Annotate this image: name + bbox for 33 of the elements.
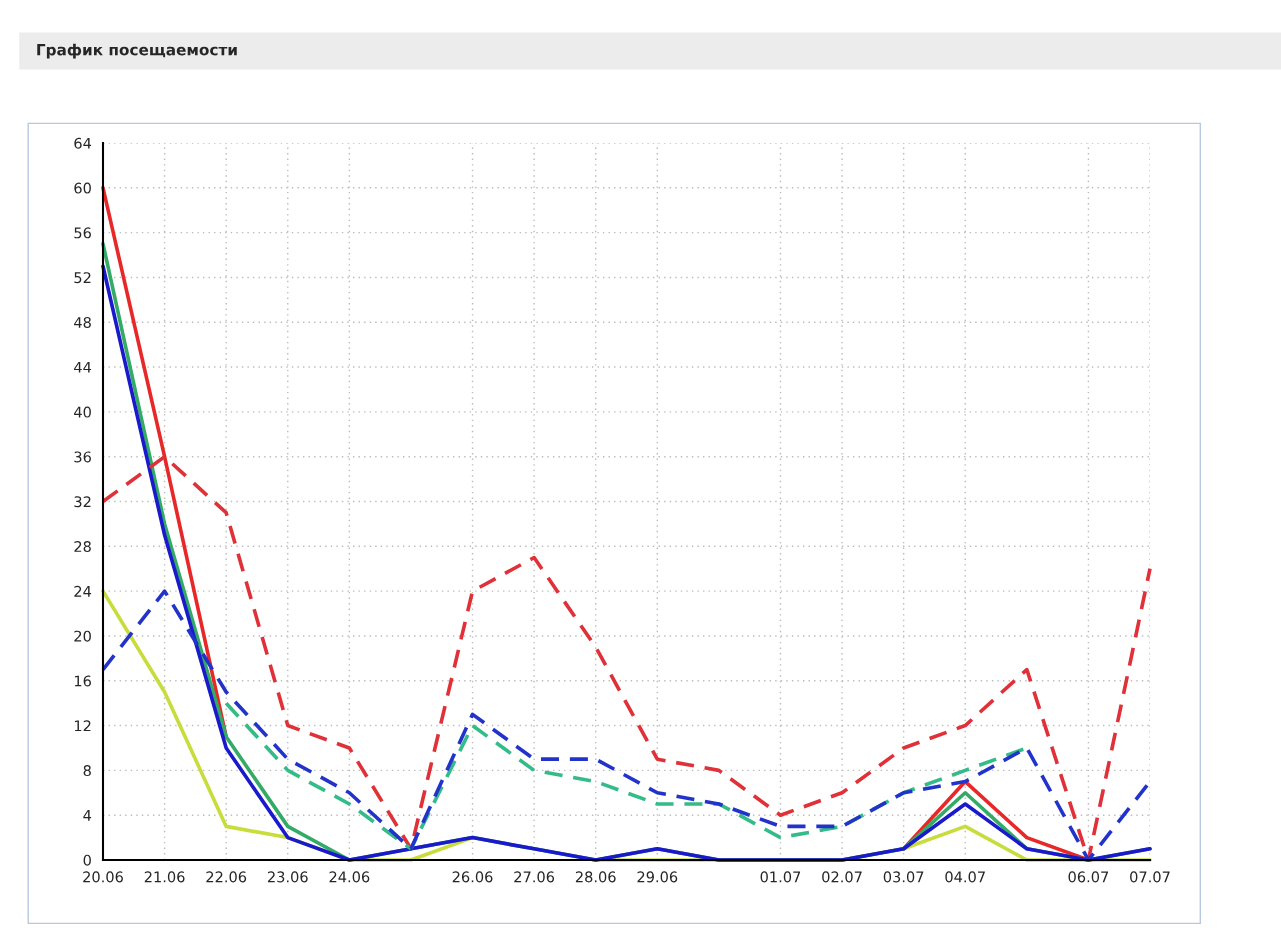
x-tick-label: 21.06 <box>144 871 185 883</box>
x-tick-label: 04.07 <box>945 871 985 883</box>
x-tick-label: 24.06 <box>329 871 370 883</box>
x-tick-label: 03.07 <box>883 871 924 883</box>
x-tick-label: 06.07 <box>1068 871 1109 883</box>
x-tick-label: 22.06 <box>206 871 247 883</box>
x-tick-label: 02.07 <box>822 871 862 883</box>
y-tick-label: 0 <box>83 854 91 866</box>
y-tick-label: 24 <box>74 585 92 597</box>
y-tick-label: 44 <box>74 361 92 373</box>
x-tick-label: 26.06 <box>452 871 493 883</box>
x-tick-label: 20.06 <box>83 871 123 883</box>
y-tick-label: 64 <box>74 137 92 149</box>
x-tick-label: 01.07 <box>760 871 801 883</box>
y-tick-label: 60 <box>74 182 91 194</box>
x-tick-label: 28.06 <box>575 871 616 883</box>
y-tick-label: 12 <box>74 720 91 732</box>
y-tick-label: 4 <box>83 810 92 821</box>
y-tick-label: 28 <box>74 541 91 553</box>
y-tick-label: 56 <box>74 227 91 239</box>
y-tick-label: 52 <box>74 272 91 284</box>
y-tick-label: 16 <box>74 675 91 687</box>
x-tick-label: 23.06 <box>267 871 308 883</box>
y-tick-label: 32 <box>74 496 91 508</box>
x-tick-label: 07.07 <box>1130 871 1170 883</box>
y-tick-label: 48 <box>74 316 91 328</box>
y-tick-label: 36 <box>74 451 91 463</box>
y-tick-label: 40 <box>74 406 91 418</box>
y-tick-label: 8 <box>83 765 91 777</box>
chart-title: График посещаемости <box>37 43 237 59</box>
x-tick-label: 27.06 <box>514 871 555 883</box>
x-tick-label: 29.06 <box>637 871 678 883</box>
y-tick-label: 20 <box>74 630 91 642</box>
